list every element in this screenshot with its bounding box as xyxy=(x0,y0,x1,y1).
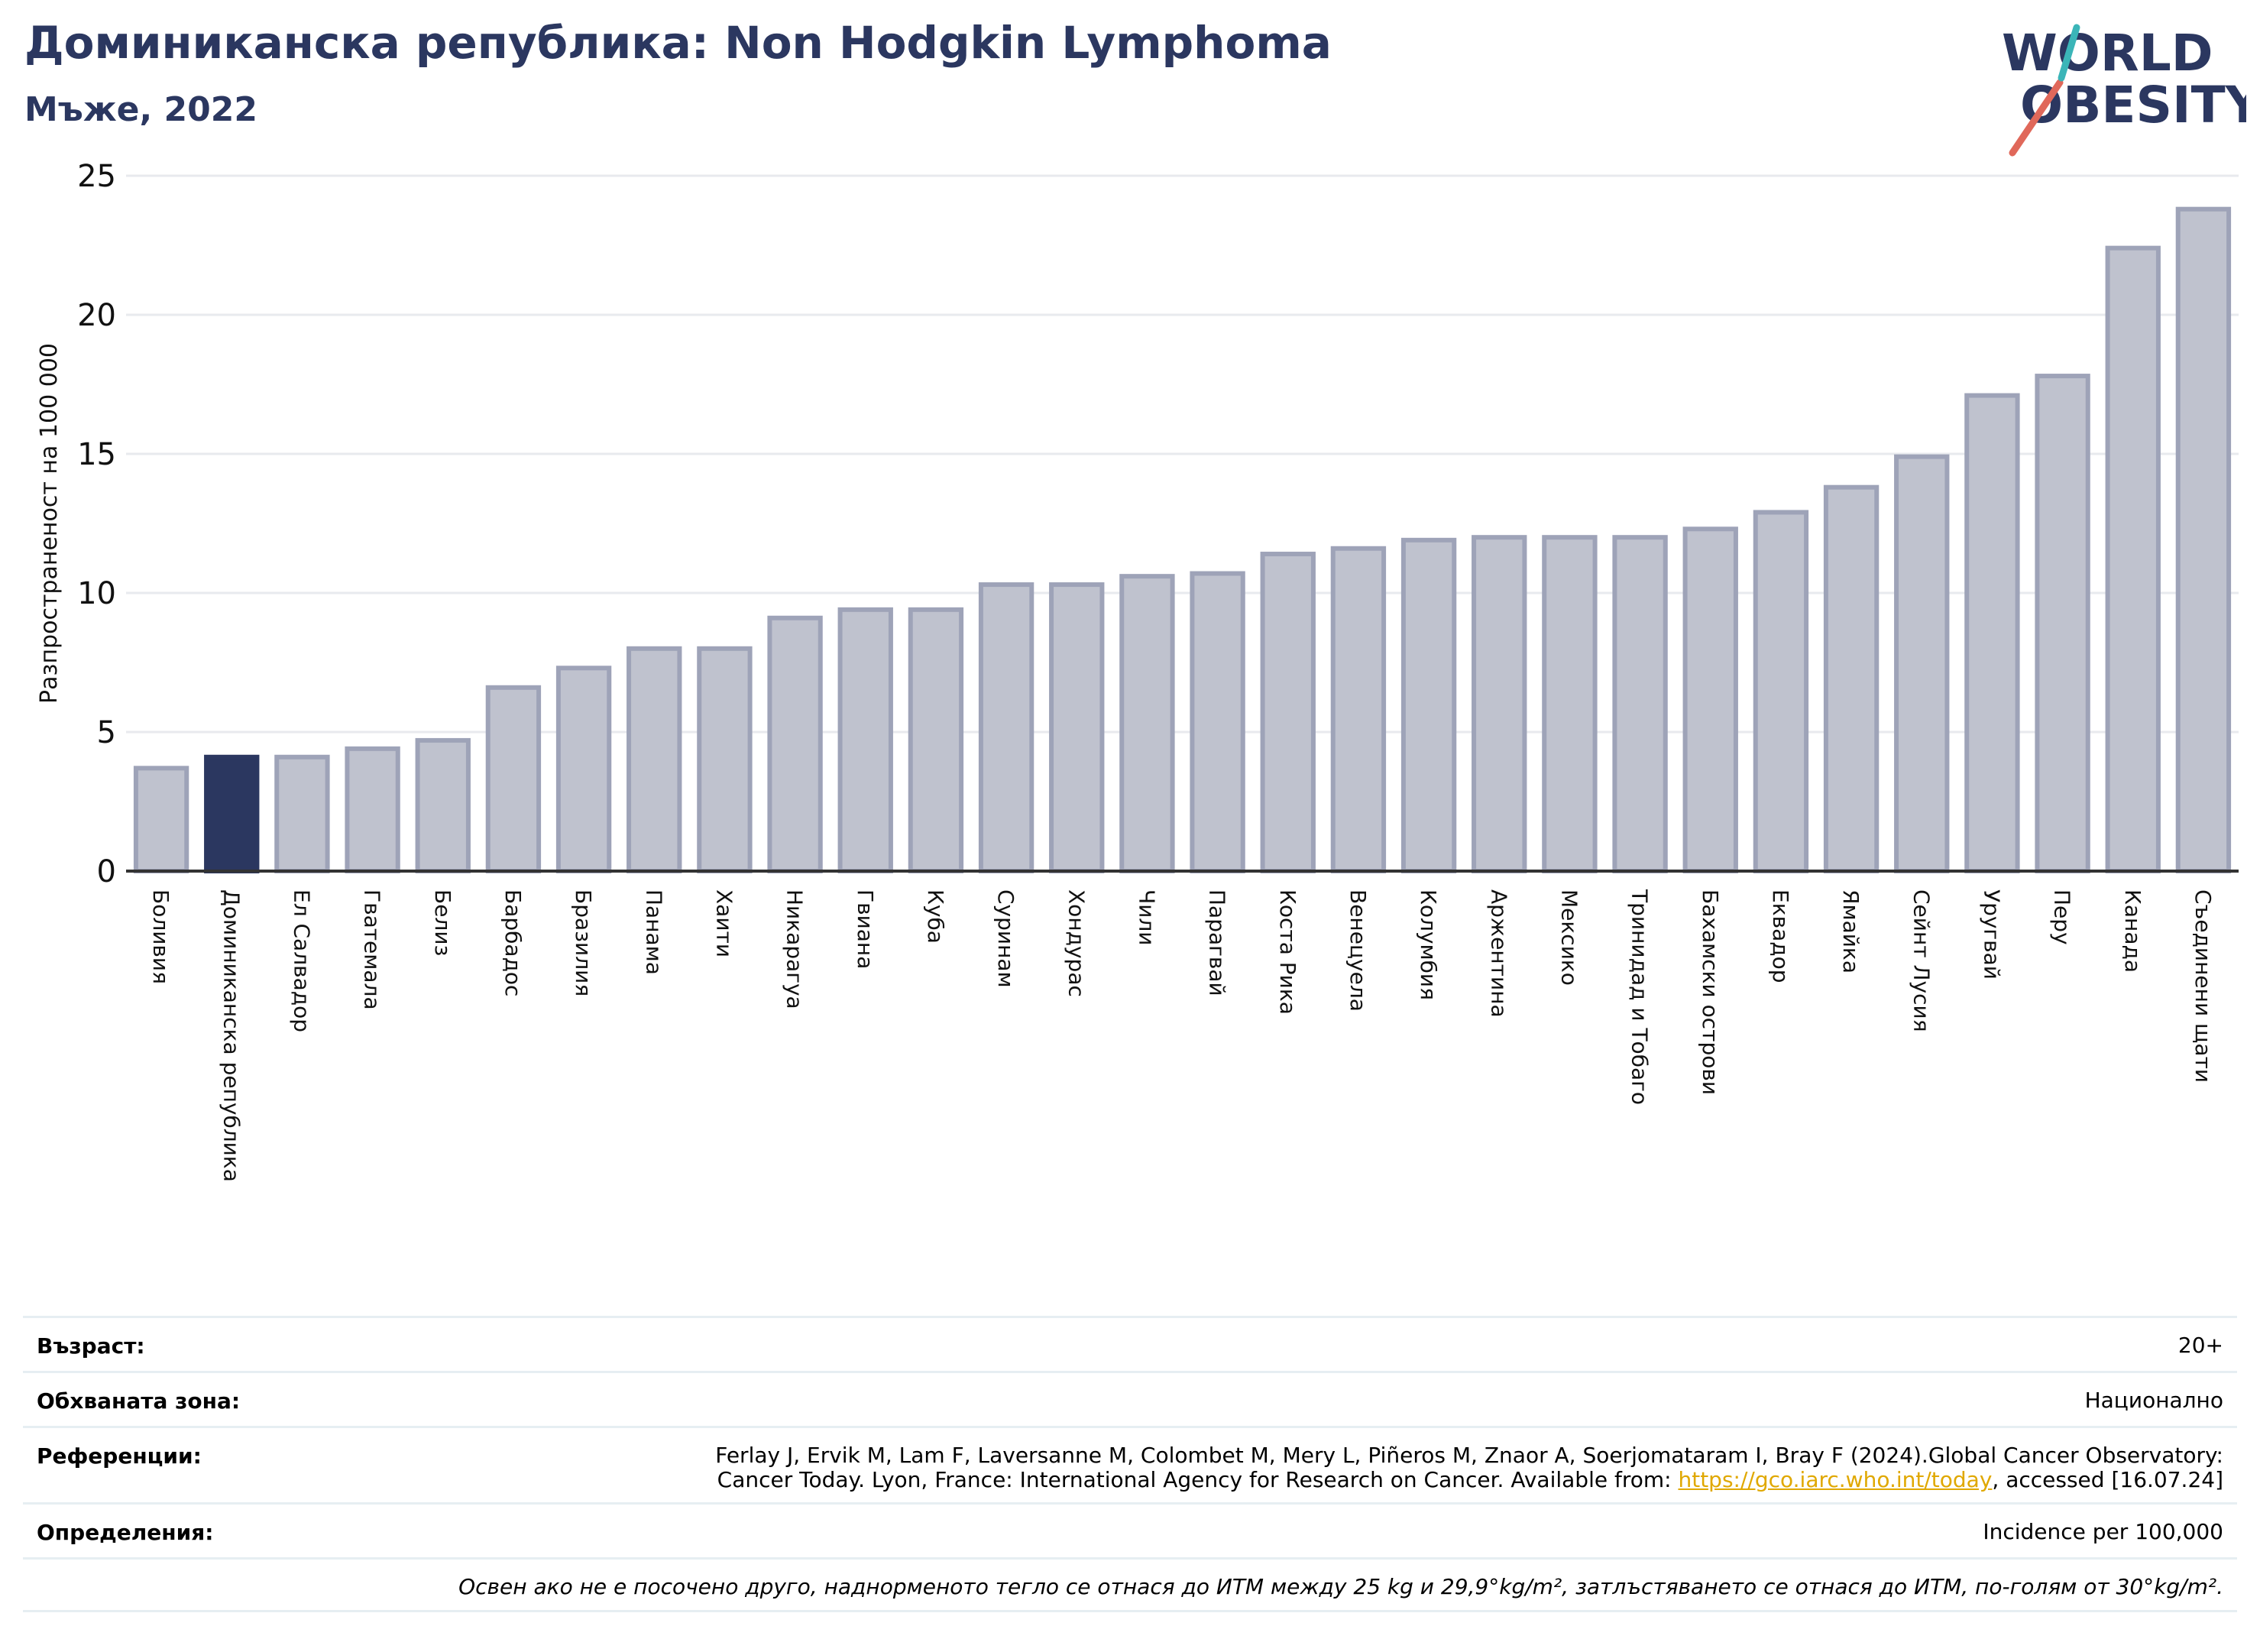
y-tick-label-5: 25 xyxy=(77,159,116,194)
bar-24 xyxy=(1823,484,1880,873)
x-tick-label-4: Белиз xyxy=(430,889,455,956)
info-row-definitions: Определения: Incidence per 100,000 xyxy=(23,1502,2237,1557)
x-tick-label-24: Ямайка xyxy=(1838,889,1863,973)
bars xyxy=(133,206,2232,874)
info-row-age: Възраст: 20+ xyxy=(23,1316,2237,1371)
age-label: Възраст: xyxy=(37,1333,145,1359)
x-tick-label-26: Уругвай xyxy=(1979,889,2004,980)
x-tick-label-12: Суринам xyxy=(993,889,1018,988)
bar-25 xyxy=(1894,454,1950,873)
y-tick-label-4: 20 xyxy=(77,298,116,333)
info-row-references: Референции: Ferlay J, Ervik M, Lam F, La… xyxy=(23,1426,2237,1502)
bar-3 xyxy=(345,746,400,874)
x-tick-label-28: Канада xyxy=(2120,889,2145,973)
bar-0 xyxy=(133,766,189,873)
x-tick-label-10: Гвиана xyxy=(853,889,878,969)
references-line2-post: , accessed [16.07.24] xyxy=(1992,1467,2223,1492)
definitions-label: Определения: xyxy=(37,1520,214,1545)
bar-chart: Боливия Доминиканска република Ел Салвадор… xyxy=(36,159,2239,1182)
bar-4 xyxy=(415,737,471,873)
bar-26 xyxy=(1964,393,2020,873)
y-tick-label-3: 15 xyxy=(77,437,116,472)
x-tick-label-1: Доминиканска република xyxy=(219,889,244,1182)
logo-slash-teal xyxy=(2058,24,2080,82)
definitions-value: Incidence per 100,000 xyxy=(1983,1519,2223,1544)
x-tick-label-25: Сейнт Лусия xyxy=(1909,889,1934,1032)
info-table: Възраст: 20+ Обхваната зона: Национално … xyxy=(23,1316,2237,1612)
x-tick-label-13: Хондурас xyxy=(1064,889,1089,997)
area-value: Национално xyxy=(2084,1388,2223,1413)
y-tick-label-2: 10 xyxy=(77,576,116,611)
references-link[interactable]: https://gco.iarc.who.int/today xyxy=(1678,1467,1993,1492)
bar-27 xyxy=(2035,374,2090,873)
x-tick-label-23: Еквадор xyxy=(1768,889,1793,983)
references-value: Ferlay J, Ervik M, Lam F, Laversanne M, … xyxy=(715,1443,2223,1492)
x-tick-label-15: Парагвай xyxy=(1205,889,1230,996)
x-tick-label-21: Тринидад и Тобаго xyxy=(1627,889,1653,1105)
x-tick-label-16: Коста Рика xyxy=(1275,889,1300,1015)
bar-29 xyxy=(2175,206,2232,873)
x-tick-label-5: Барбадос xyxy=(500,889,526,996)
logo-word-world: WORLD xyxy=(2002,24,2213,83)
bar-22 xyxy=(1682,526,1738,874)
bar-16 xyxy=(1260,552,1316,873)
bar-10 xyxy=(837,607,893,874)
x-tick-label-0: Боливия xyxy=(148,889,173,984)
x-tick-label-14: Чили xyxy=(1134,889,1159,946)
bar-1 xyxy=(204,754,260,874)
x-tick-label-8: Хаити xyxy=(711,889,737,957)
page-subtitle: Мъже, 2022 xyxy=(24,90,257,129)
logo-slash-red xyxy=(2009,79,2064,157)
bar-15 xyxy=(1190,571,1245,874)
info-row-note: Освен ако не е посочено друго, наднормен… xyxy=(23,1557,2237,1612)
bar-8 xyxy=(697,646,753,873)
y-tick-label-1: 5 xyxy=(97,715,116,750)
x-tick-label-9: Никарагуа xyxy=(782,889,808,1009)
world-obesity-logo: WORLD OBESITY xyxy=(2002,24,2246,157)
bar-20 xyxy=(1542,535,1598,873)
x-tick-label-6: Бразилия xyxy=(571,889,596,996)
references-line2-pre: Cancer Today. Lyon, France: Internationa… xyxy=(717,1467,1679,1492)
x-tick-label-20: Мексико xyxy=(1556,889,1582,986)
references-label: Референции: xyxy=(37,1443,202,1469)
page-title: Доминиканска република: Non Hodgkin Lymp… xyxy=(24,17,1332,69)
x-tick-label-3: Гватемала xyxy=(360,889,385,1010)
bar-14 xyxy=(1119,574,1175,873)
x-tick-label-7: Панама xyxy=(641,889,666,975)
info-row-area: Обхваната зона: Национално xyxy=(23,1371,2237,1426)
bar-13 xyxy=(1049,582,1105,874)
bar-5 xyxy=(485,685,542,874)
age-value: 20+ xyxy=(2177,1333,2223,1358)
x-tick-label-18: Колумбия xyxy=(1416,889,1441,1000)
area-label: Обхваната зона: xyxy=(37,1388,241,1414)
bar-9 xyxy=(767,615,823,873)
x-tick-label-11: Куба xyxy=(923,889,948,944)
x-tick-label-19: Аржентина xyxy=(1486,889,1511,1018)
bar-17 xyxy=(1330,546,1387,873)
x-tick-label-17: Венецуела xyxy=(1345,889,1371,1012)
bar-12 xyxy=(978,582,1034,874)
bar-7 xyxy=(627,646,682,873)
bar-2 xyxy=(274,754,330,874)
x-tick-label-29: Съединени щати xyxy=(2190,889,2216,1083)
x-tick-label-22: Бахамски острови xyxy=(1698,889,1723,1095)
y-axis-title: Разпространеност на 100 000 xyxy=(36,343,63,704)
bar-28 xyxy=(2105,245,2161,873)
bar-6 xyxy=(555,666,612,874)
bmi-note: Освен ако не е посочено друго, наднормен… xyxy=(458,1574,2223,1599)
y-tick-labels: 0 5 10 15 20 25 xyxy=(77,159,116,889)
x-tick-label-2: Ел Салвадор xyxy=(289,889,314,1032)
bar-23 xyxy=(1753,510,1809,873)
bar-19 xyxy=(1472,535,1527,873)
y-tick-label-0: 0 xyxy=(97,854,116,889)
references-line1: Ferlay J, Ervik M, Lam F, Laversanne M, … xyxy=(715,1443,2223,1468)
bar-18 xyxy=(1400,537,1457,874)
x-tick-label-27: Перу xyxy=(2050,889,2075,945)
bar-11 xyxy=(908,607,964,874)
x-tick-labels: Боливия Доминиканска република Ел Салвадор… xyxy=(148,889,2216,1182)
bar-21 xyxy=(1612,535,1668,873)
